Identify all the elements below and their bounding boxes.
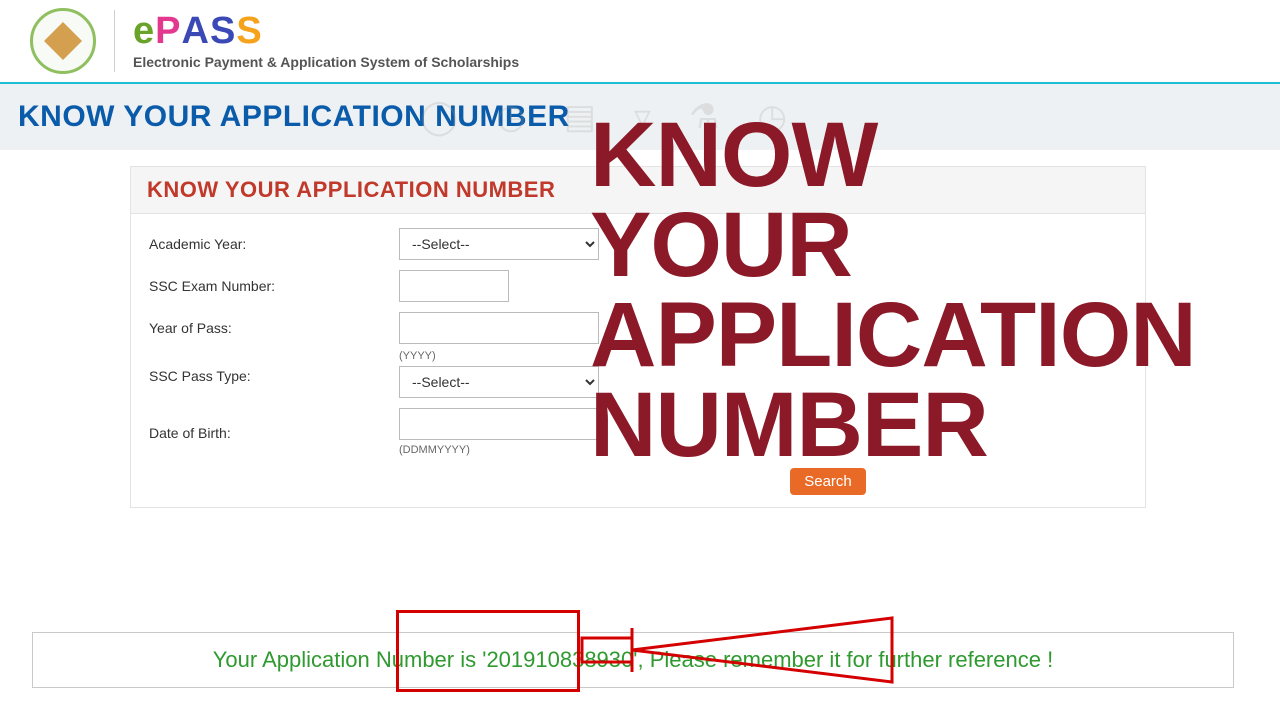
overlay-headline: KNOW YOUR APPLICATION NUMBER bbox=[590, 110, 1196, 471]
logo-letter-e: e bbox=[133, 12, 155, 50]
compass-icon: ◯ bbox=[420, 97, 458, 137]
hint-date-of-birth: (DDMMYYYY) bbox=[399, 444, 599, 456]
label-year-of-pass: Year of Pass: bbox=[149, 320, 399, 336]
select-ssc-pass-type[interactable]: --Select-- bbox=[399, 366, 599, 398]
header-separator bbox=[114, 10, 115, 72]
label-ssc-exam-number: SSC Exam Number: bbox=[149, 278, 399, 294]
overlay-line2: YOUR bbox=[590, 200, 1196, 290]
overlay-line1: KNOW bbox=[590, 110, 1196, 200]
input-ssc-exam-number[interactable] bbox=[399, 270, 509, 302]
logo-letter-p: P bbox=[155, 12, 181, 50]
select-academic-year[interactable]: --Select-- bbox=[399, 228, 599, 260]
label-ssc-pass-type: SSC Pass Type: bbox=[149, 368, 399, 384]
brand-block: e P A S S Electronic Payment & Applicati… bbox=[133, 12, 519, 70]
label-academic-year: Academic Year: bbox=[149, 236, 399, 252]
result-message: Your Application Number is '201910838930… bbox=[32, 632, 1234, 688]
state-emblem-icon bbox=[30, 8, 96, 74]
logo-letter-s2: S bbox=[236, 12, 262, 50]
logo-letter-a: A bbox=[182, 12, 210, 50]
result-suffix: ', Please remember it for further refere… bbox=[633, 647, 1053, 672]
site-header: e P A S S Electronic Payment & Applicati… bbox=[0, 0, 1280, 82]
application-number: 201910838930 bbox=[486, 647, 633, 672]
clock-icon: ◷ bbox=[496, 97, 526, 137]
overlay-line4: NUMBER bbox=[590, 380, 1196, 470]
brand-tagline: Electronic Payment & Application System … bbox=[133, 54, 519, 70]
overlay-line3: APPLICATION bbox=[590, 290, 1196, 380]
hint-year-of-pass: (YYYY) bbox=[399, 350, 599, 362]
label-date-of-birth: Date of Birth: bbox=[149, 425, 399, 441]
result-prefix: Your Application Number is ' bbox=[213, 647, 487, 672]
input-date-of-birth[interactable] bbox=[399, 408, 599, 440]
logo-letter-s1: S bbox=[210, 12, 236, 50]
input-year-of-pass[interactable] bbox=[399, 312, 599, 344]
epass-logo: e P A S S bbox=[133, 12, 519, 50]
